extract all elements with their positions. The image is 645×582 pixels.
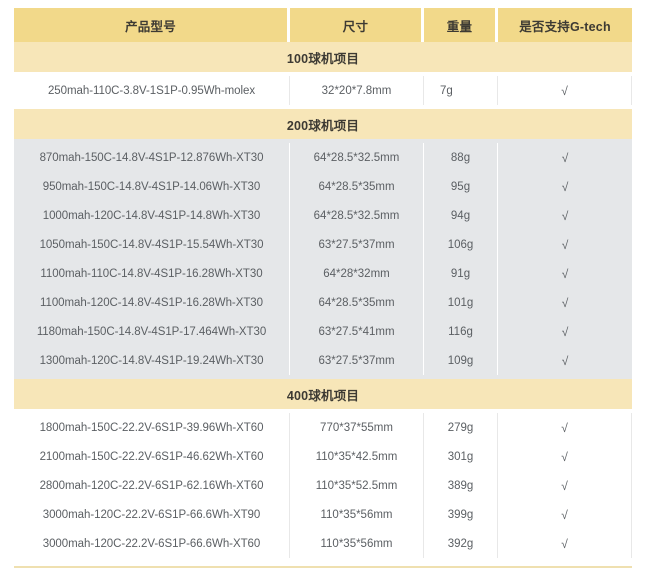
cell-weight: 116g — [424, 317, 498, 346]
table-row[interactable]: 1100mah-120C-14.8V-4S1P-16.28Wh-XT30 64*2… — [14, 288, 632, 317]
cell-gtech: √ — [498, 442, 632, 471]
cell-gtech: √ — [498, 230, 632, 259]
cell-size: 64*28.5*32.5mm — [290, 143, 424, 172]
table-bottom-rule — [14, 566, 632, 568]
cell-gtech: √ — [498, 201, 632, 230]
cell-weight: 7g — [424, 76, 498, 105]
cell-model: 1050mah-150C-14.8V-4S1P-15.54Wh-XT30 — [14, 230, 290, 259]
table-row[interactable]: 950mah-150C-14.8V-4S1P-14.06Wh-XT30 64*28… — [14, 172, 632, 201]
cell-gtech: √ — [498, 76, 632, 105]
cell-weight: 279g — [424, 413, 498, 442]
gtech-check-icon: √ — [561, 295, 569, 310]
table-row[interactable]: 1050mah-150C-14.8V-4S1P-15.54Wh-XT30 63*2… — [14, 230, 632, 259]
cell-gtech: √ — [498, 143, 632, 172]
column-header-weight: 重量 — [424, 8, 498, 42]
cell-weight: 389g — [424, 471, 498, 500]
cell-size: 110*35*52.5mm — [290, 471, 424, 500]
section-rows: 1800mah-150C-22.2V-6S1P-39.96Wh-XT60 770*… — [14, 409, 632, 562]
cell-size: 64*28.5*32.5mm — [290, 201, 424, 230]
cell-gtech: √ — [498, 413, 632, 442]
cell-model: 1800mah-150C-22.2V-6S1P-39.96Wh-XT60 — [14, 413, 290, 442]
gtech-check-icon: √ — [561, 237, 569, 252]
cell-size: 63*27.5*41mm — [290, 317, 424, 346]
cell-size: 770*37*55mm — [290, 413, 424, 442]
gtech-check-icon: √ — [561, 208, 569, 223]
table-row[interactable]: 250mah-110C-3.8V-1S1P-0.95Wh-molex 32*20*… — [14, 76, 632, 105]
section-header-band: 200球机项目 — [14, 109, 632, 139]
cell-size: 63*27.5*37mm — [290, 346, 424, 375]
cell-weight: 94g — [424, 201, 498, 230]
table-row[interactable]: 1800mah-150C-22.2V-6S1P-39.96Wh-XT60 770*… — [14, 413, 632, 442]
column-header-model: 产品型号 — [14, 8, 290, 42]
gtech-check-icon: √ — [561, 83, 568, 98]
product-spec-table: 产品型号 尺寸 重量 是否支持G-tech 100球机项目 250mah-110C… — [14, 8, 632, 568]
cell-model: 2800mah-120C-22.2V-6S1P-62.16Wh-XT60 — [14, 471, 290, 500]
gtech-check-icon: √ — [561, 449, 568, 464]
cell-model: 2100mah-150C-22.2V-6S1P-46.62Wh-XT60 — [14, 442, 290, 471]
cell-model: 3000mah-120C-22.2V-6S1P-66.6Wh-XT60 — [14, 529, 290, 558]
gtech-check-icon: √ — [561, 324, 569, 339]
section-header-band: 100球机项目 — [14, 42, 632, 72]
gtech-check-icon: √ — [561, 536, 568, 551]
cell-size: 64*28.5*35mm — [290, 288, 424, 317]
cell-model: 1180mah-150C-14.8V-4S1P-17.464Wh-XT30 — [14, 317, 290, 346]
table-row[interactable]: 2100mah-150C-22.2V-6S1P-46.62Wh-XT60 110*… — [14, 442, 632, 471]
table-body: 100球机项目 250mah-110C-3.8V-1S1P-0.95Wh-mole… — [14, 42, 632, 562]
table-row[interactable]: 3000mah-120C-22.2V-6S1P-66.6Wh-XT60 110*3… — [14, 529, 632, 558]
cell-weight: 101g — [424, 288, 498, 317]
table-row[interactable]: 1180mah-150C-14.8V-4S1P-17.464Wh-XT30 63*… — [14, 317, 632, 346]
cell-size: 32*20*7.8mm — [290, 76, 424, 105]
table-row[interactable]: 870mah-150C-14.8V-4S1P-12.876Wh-XT30 64*2… — [14, 143, 632, 172]
cell-model: 1100mah-120C-14.8V-4S1P-16.28Wh-XT30 — [14, 288, 290, 317]
cell-gtech: √ — [498, 500, 632, 529]
column-header-size: 尺寸 — [290, 8, 424, 42]
cell-size: 110*35*42.5mm — [290, 442, 424, 471]
cell-gtech: √ — [498, 317, 632, 346]
cell-size: 63*27.5*37mm — [290, 230, 424, 259]
table-row[interactable]: 1000mah-120C-14.8V-4S1P-14.8Wh-XT30 64*28… — [14, 201, 632, 230]
cell-weight: 109g — [424, 346, 498, 375]
cell-gtech: √ — [498, 288, 632, 317]
gtech-check-icon: √ — [561, 353, 569, 368]
table-header-row: 产品型号 尺寸 重量 是否支持G-tech — [14, 8, 632, 42]
table-row[interactable]: 2800mah-120C-22.2V-6S1P-62.16Wh-XT60 110*… — [14, 471, 632, 500]
gtech-check-icon: √ — [561, 478, 568, 493]
cell-size: 64*28.5*35mm — [290, 172, 424, 201]
table-row[interactable]: 1300mah-120C-14.8V-4S1P-19.24Wh-XT30 63*2… — [14, 346, 632, 375]
gtech-check-icon: √ — [561, 420, 568, 435]
cell-weight: 392g — [424, 529, 498, 558]
cell-gtech: √ — [498, 172, 632, 201]
section-header-band: 400球机项目 — [14, 379, 632, 409]
cell-model: 1000mah-120C-14.8V-4S1P-14.8Wh-XT30 — [14, 201, 290, 230]
table-row[interactable]: 1100mah-110C-14.8V-4S1P-16.28Wh-XT30 64*2… — [14, 259, 632, 288]
cell-model: 250mah-110C-3.8V-1S1P-0.95Wh-molex — [14, 76, 290, 105]
cell-weight: 106g — [424, 230, 498, 259]
cell-size: 64*28*32mm — [290, 259, 424, 288]
cell-size: 110*35*56mm — [290, 500, 424, 529]
column-header-gtech: 是否支持G-tech — [498, 8, 632, 42]
cell-model: 1300mah-120C-14.8V-4S1P-19.24Wh-XT30 — [14, 346, 290, 375]
cell-weight: 301g — [424, 442, 498, 471]
cell-gtech: √ — [498, 259, 632, 288]
cell-size: 110*35*56mm — [290, 529, 424, 558]
gtech-check-icon: √ — [561, 150, 569, 165]
gtech-check-icon: √ — [561, 179, 569, 194]
cell-gtech: √ — [498, 529, 632, 558]
cell-weight: 399g — [424, 500, 498, 529]
cell-gtech: √ — [498, 471, 632, 500]
cell-model: 870mah-150C-14.8V-4S1P-12.876Wh-XT30 — [14, 143, 290, 172]
cell-weight: 88g — [424, 143, 498, 172]
gtech-check-icon: √ — [561, 507, 568, 522]
table-row[interactable]: 3000mah-120C-22.2V-6S1P-66.6Wh-XT90 110*3… — [14, 500, 632, 529]
cell-weight: 91g — [424, 259, 498, 288]
cell-model: 3000mah-120C-22.2V-6S1P-66.6Wh-XT90 — [14, 500, 290, 529]
section-rows: 250mah-110C-3.8V-1S1P-0.95Wh-molex 32*20*… — [14, 72, 632, 109]
cell-gtech: √ — [498, 346, 632, 375]
gtech-check-icon: √ — [561, 266, 569, 281]
cell-model: 1100mah-110C-14.8V-4S1P-16.28Wh-XT30 — [14, 259, 290, 288]
cell-weight: 95g — [424, 172, 498, 201]
cell-model: 950mah-150C-14.8V-4S1P-14.06Wh-XT30 — [14, 172, 290, 201]
section-rows: 870mah-150C-14.8V-4S1P-12.876Wh-XT30 64*2… — [14, 139, 632, 379]
